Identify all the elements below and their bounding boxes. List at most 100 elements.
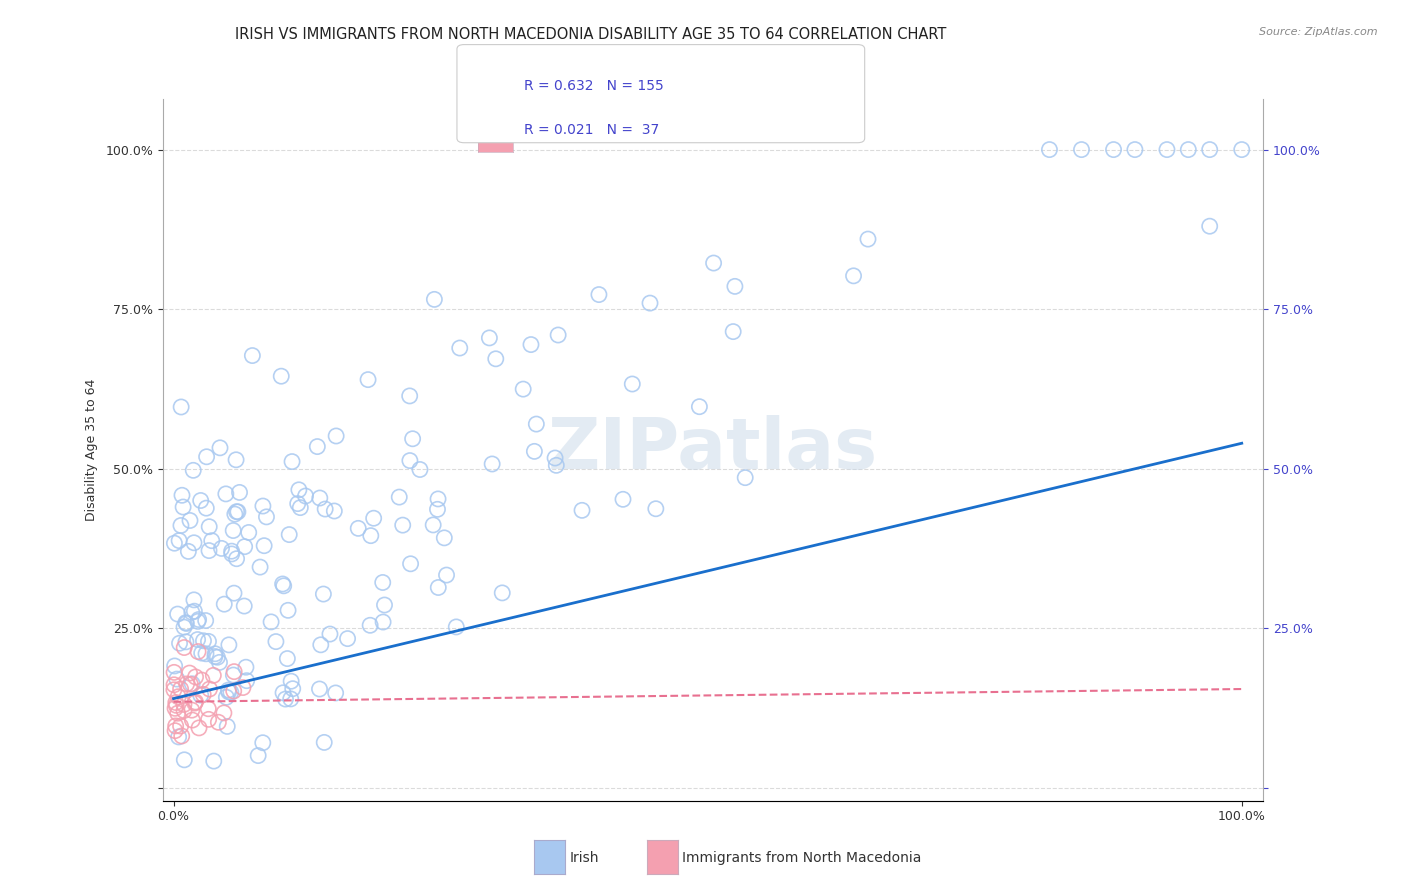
- Text: Source: ZipAtlas.com: Source: ZipAtlas.com: [1260, 27, 1378, 37]
- Point: [224, 507, 246, 521]
- Point: [1230, 143, 1253, 157]
- Point: [201, 533, 224, 548]
- Point: [288, 483, 311, 497]
- Point: [391, 518, 413, 533]
- Point: [165, 719, 187, 733]
- Point: [307, 440, 329, 454]
- Point: [271, 577, 294, 591]
- Point: [187, 615, 209, 629]
- Point: [193, 633, 215, 648]
- Point: [193, 688, 215, 702]
- Point: [233, 540, 256, 554]
- Point: [181, 677, 204, 691]
- Point: [359, 618, 381, 632]
- Point: [217, 719, 239, 733]
- Point: [734, 470, 756, 484]
- Point: [211, 541, 233, 556]
- Point: [1156, 143, 1178, 157]
- Point: [222, 586, 245, 600]
- Point: [226, 505, 249, 519]
- Point: [221, 547, 243, 561]
- Point: [173, 640, 195, 655]
- Point: [166, 672, 188, 686]
- Point: [277, 603, 299, 617]
- Point: [163, 536, 186, 550]
- Point: [167, 690, 190, 704]
- Point: [163, 659, 186, 673]
- Point: [512, 382, 534, 396]
- Point: [208, 441, 231, 455]
- Point: [252, 499, 274, 513]
- Point: [197, 702, 219, 716]
- Point: [218, 685, 240, 699]
- Point: [169, 636, 191, 650]
- Point: [165, 723, 187, 738]
- Point: [491, 586, 513, 600]
- Point: [187, 632, 209, 647]
- Point: [1198, 143, 1220, 157]
- Point: [399, 453, 422, 467]
- Point: [176, 677, 198, 691]
- Point: [287, 497, 309, 511]
- Point: [571, 503, 593, 517]
- Text: ZIPatlas: ZIPatlas: [548, 415, 877, 484]
- Point: [281, 454, 304, 468]
- Point: [221, 544, 243, 558]
- Point: [520, 337, 543, 351]
- Point: [218, 638, 240, 652]
- Point: [173, 620, 195, 634]
- Point: [426, 502, 449, 516]
- Point: [360, 529, 382, 543]
- Point: [198, 681, 221, 696]
- Point: [222, 668, 245, 682]
- Point: [195, 450, 218, 464]
- Point: [225, 452, 247, 467]
- Point: [242, 349, 264, 363]
- Point: [449, 341, 471, 355]
- Point: [225, 505, 247, 519]
- Point: [856, 232, 879, 246]
- Point: [309, 638, 332, 652]
- Point: [219, 685, 242, 699]
- Point: [225, 551, 247, 566]
- Point: [195, 501, 218, 516]
- Point: [273, 579, 295, 593]
- Point: [184, 695, 207, 709]
- Point: [165, 701, 187, 715]
- Point: [388, 490, 411, 504]
- Point: [208, 656, 231, 670]
- Point: [1198, 219, 1220, 234]
- Point: [180, 605, 202, 619]
- Point: [215, 690, 238, 705]
- Point: [169, 681, 191, 696]
- Point: [523, 444, 546, 458]
- Point: [183, 696, 205, 710]
- Point: [202, 668, 225, 682]
- Point: [197, 634, 219, 648]
- Point: [204, 649, 226, 664]
- Point: [422, 517, 444, 532]
- Point: [233, 599, 256, 613]
- Point: [202, 754, 225, 768]
- Text: R = 0.021   N =  37: R = 0.021 N = 37: [524, 123, 659, 137]
- Point: [165, 698, 187, 713]
- Point: [276, 651, 298, 665]
- Point: [183, 535, 205, 549]
- Point: [280, 692, 302, 706]
- Point: [427, 491, 450, 506]
- Point: [325, 429, 347, 443]
- Point: [222, 524, 245, 538]
- Point: [228, 485, 250, 500]
- Point: [188, 721, 211, 735]
- Point: [169, 719, 191, 733]
- Point: [1038, 143, 1060, 157]
- Point: [235, 660, 257, 674]
- Point: [204, 647, 226, 661]
- Point: [197, 712, 219, 726]
- Point: [427, 581, 450, 595]
- Point: [423, 293, 446, 307]
- Point: [703, 256, 725, 270]
- Point: [688, 400, 710, 414]
- Point: [215, 487, 238, 501]
- Point: [212, 597, 235, 611]
